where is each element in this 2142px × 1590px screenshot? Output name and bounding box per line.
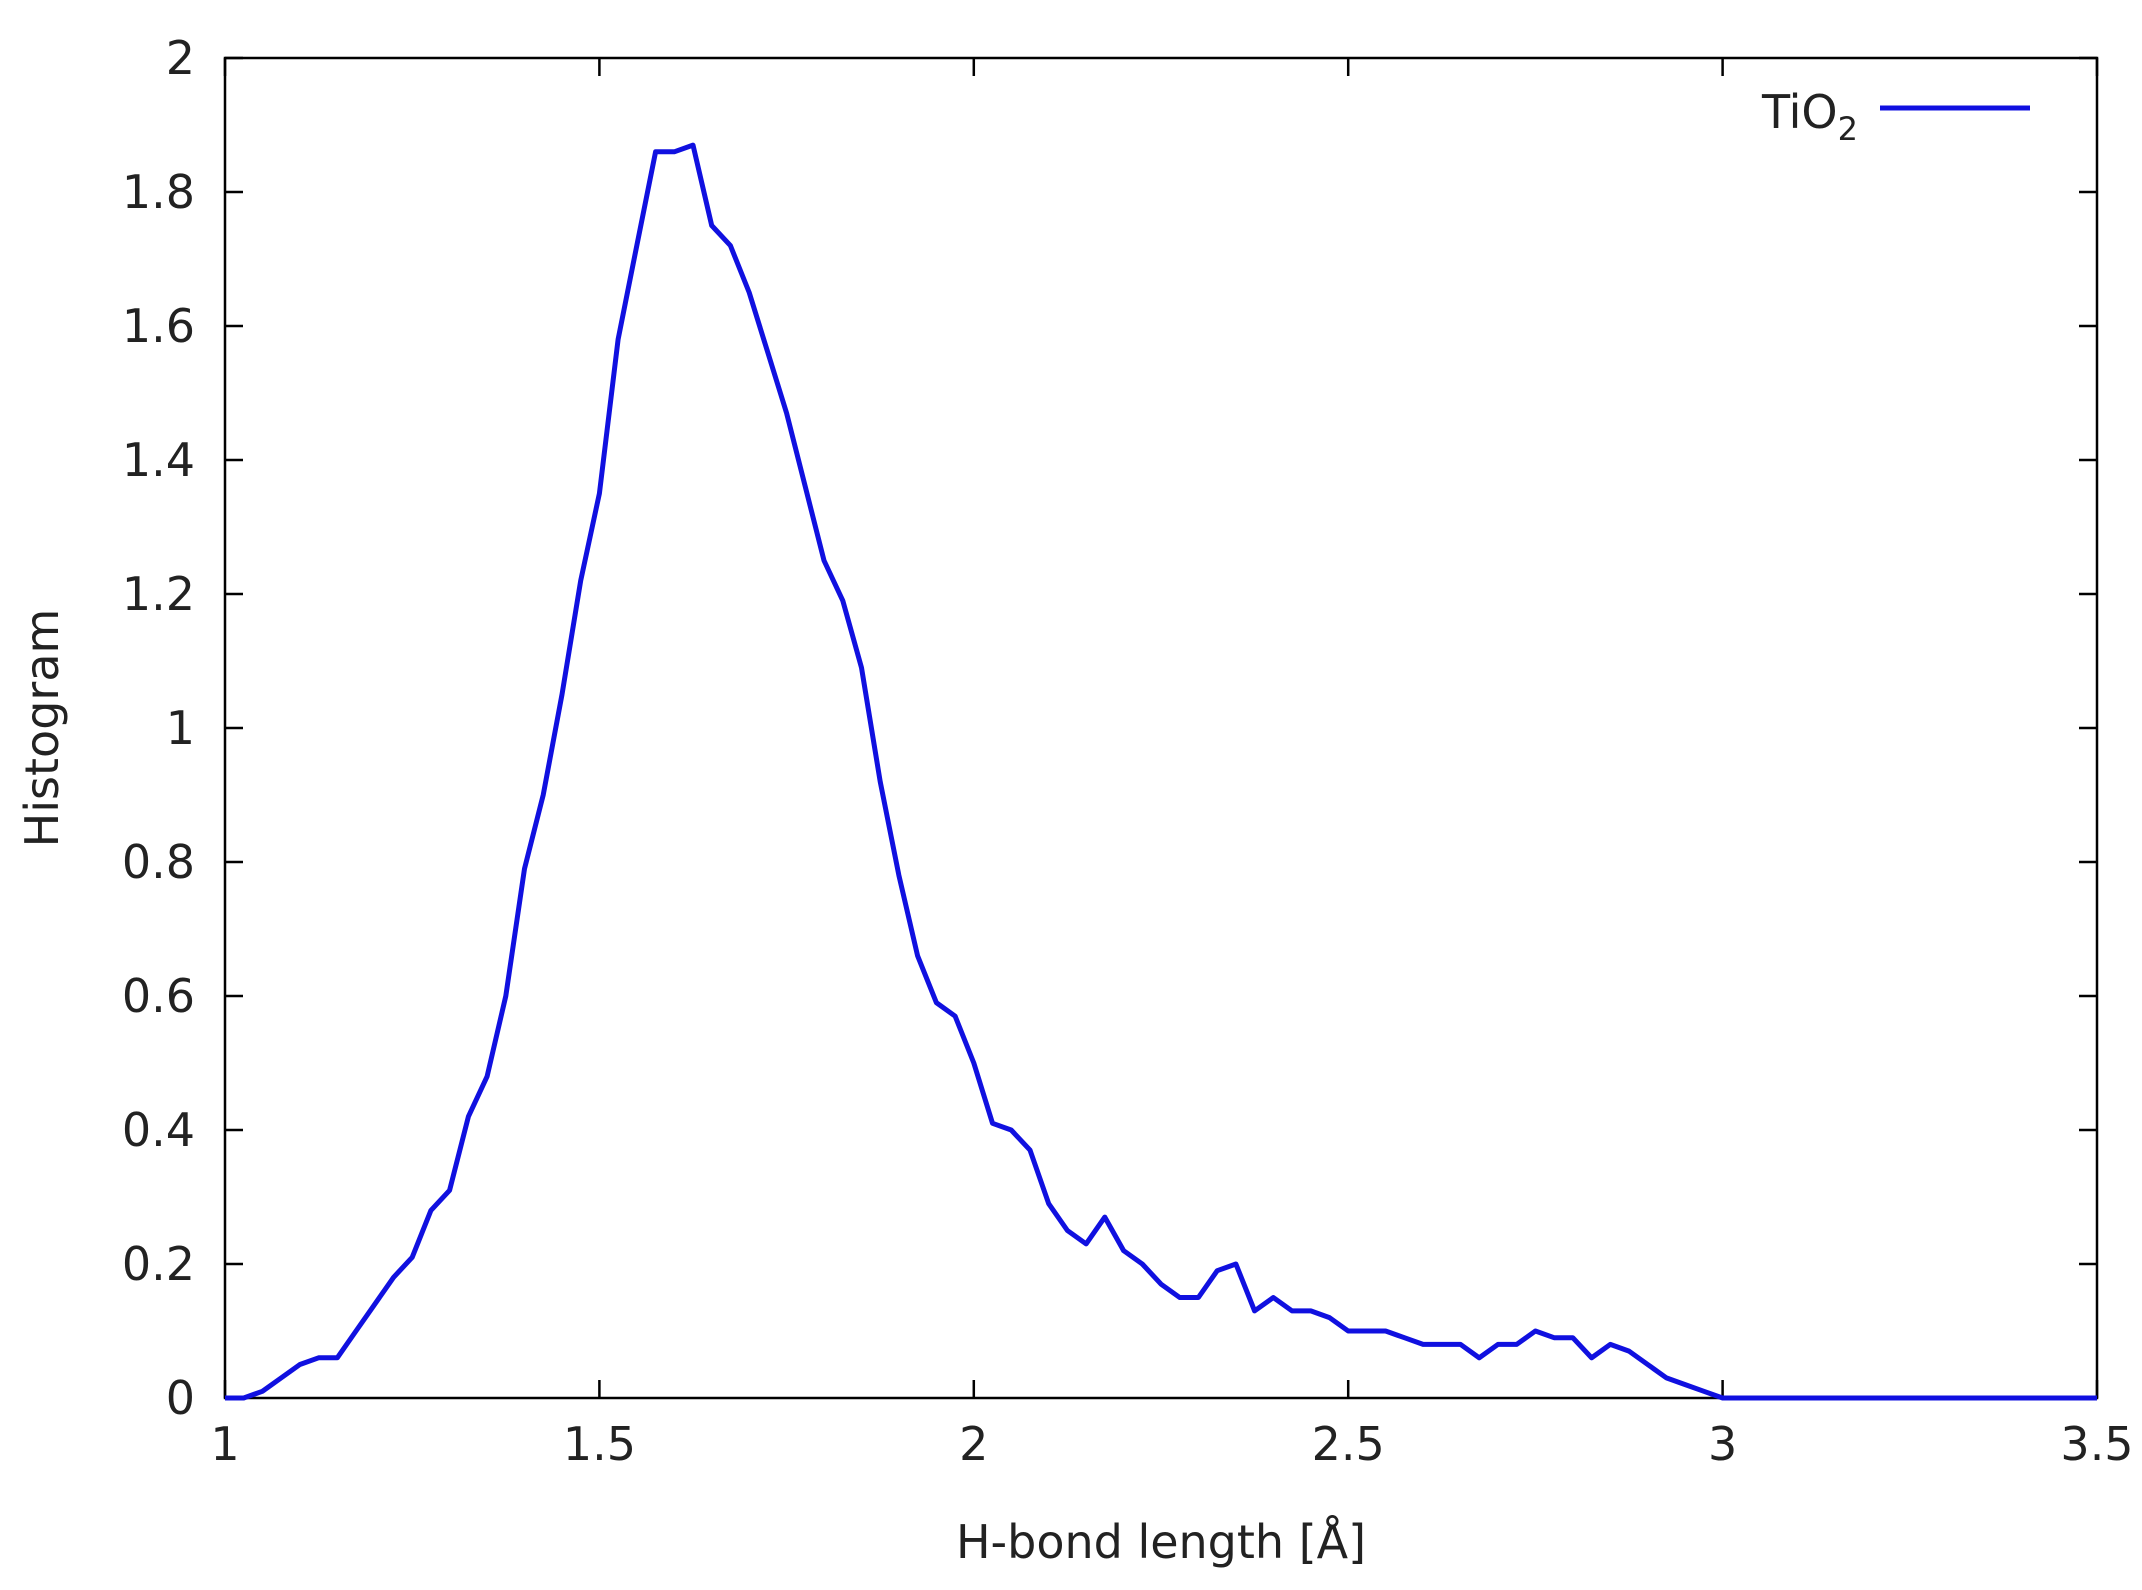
y-tick-label: 2 [166, 31, 195, 85]
y-axis-title: Histogram [15, 609, 69, 848]
y-tick-label: 1.2 [122, 567, 195, 621]
x-tick-labels: 1 1.5 2 2.5 3 3.5 [210, 1417, 2133, 1471]
x-tick-label: 1.5 [563, 1417, 636, 1471]
y-tick-label: 1 [166, 701, 195, 755]
y-tick-label: 0.4 [122, 1103, 195, 1157]
plot-frame [223, 56, 2099, 1400]
legend-label-subscript: 2 [1838, 110, 1858, 148]
x-tick-label: 2 [959, 1417, 988, 1471]
x-tick-label: 3.5 [2060, 1417, 2133, 1471]
x-tick-label: 2.5 [1312, 1417, 1385, 1471]
series-layer [225, 142, 2097, 1401]
y-tick-label: 0 [166, 1371, 195, 1425]
y-tick-label: 1.6 [122, 299, 195, 353]
x-axis-title: H-bond length [Å] [956, 1515, 1366, 1569]
series-line [225, 142, 2097, 1401]
y-tick-label: 0.8 [122, 835, 195, 889]
y-tick-label: 1.4 [122, 433, 195, 487]
y-tick-label: 1.8 [122, 165, 195, 219]
legend-label-base: TiO [1761, 85, 1838, 139]
x-tick-label: 1 [210, 1417, 239, 1471]
axis-ticks [223, 56, 2099, 1400]
y-tick-label: 0.6 [122, 969, 195, 1023]
y-tick-label: 0.2 [122, 1237, 195, 1291]
x-tick-label: 3 [1708, 1417, 1737, 1471]
legend: TiO2 [1761, 85, 2030, 148]
legend-label: TiO2 [1761, 85, 1858, 148]
y-tick-labels: 0 0.2 0.4 0.6 0.8 1 1.2 1.4 1.6 1.8 2 [122, 31, 195, 1425]
